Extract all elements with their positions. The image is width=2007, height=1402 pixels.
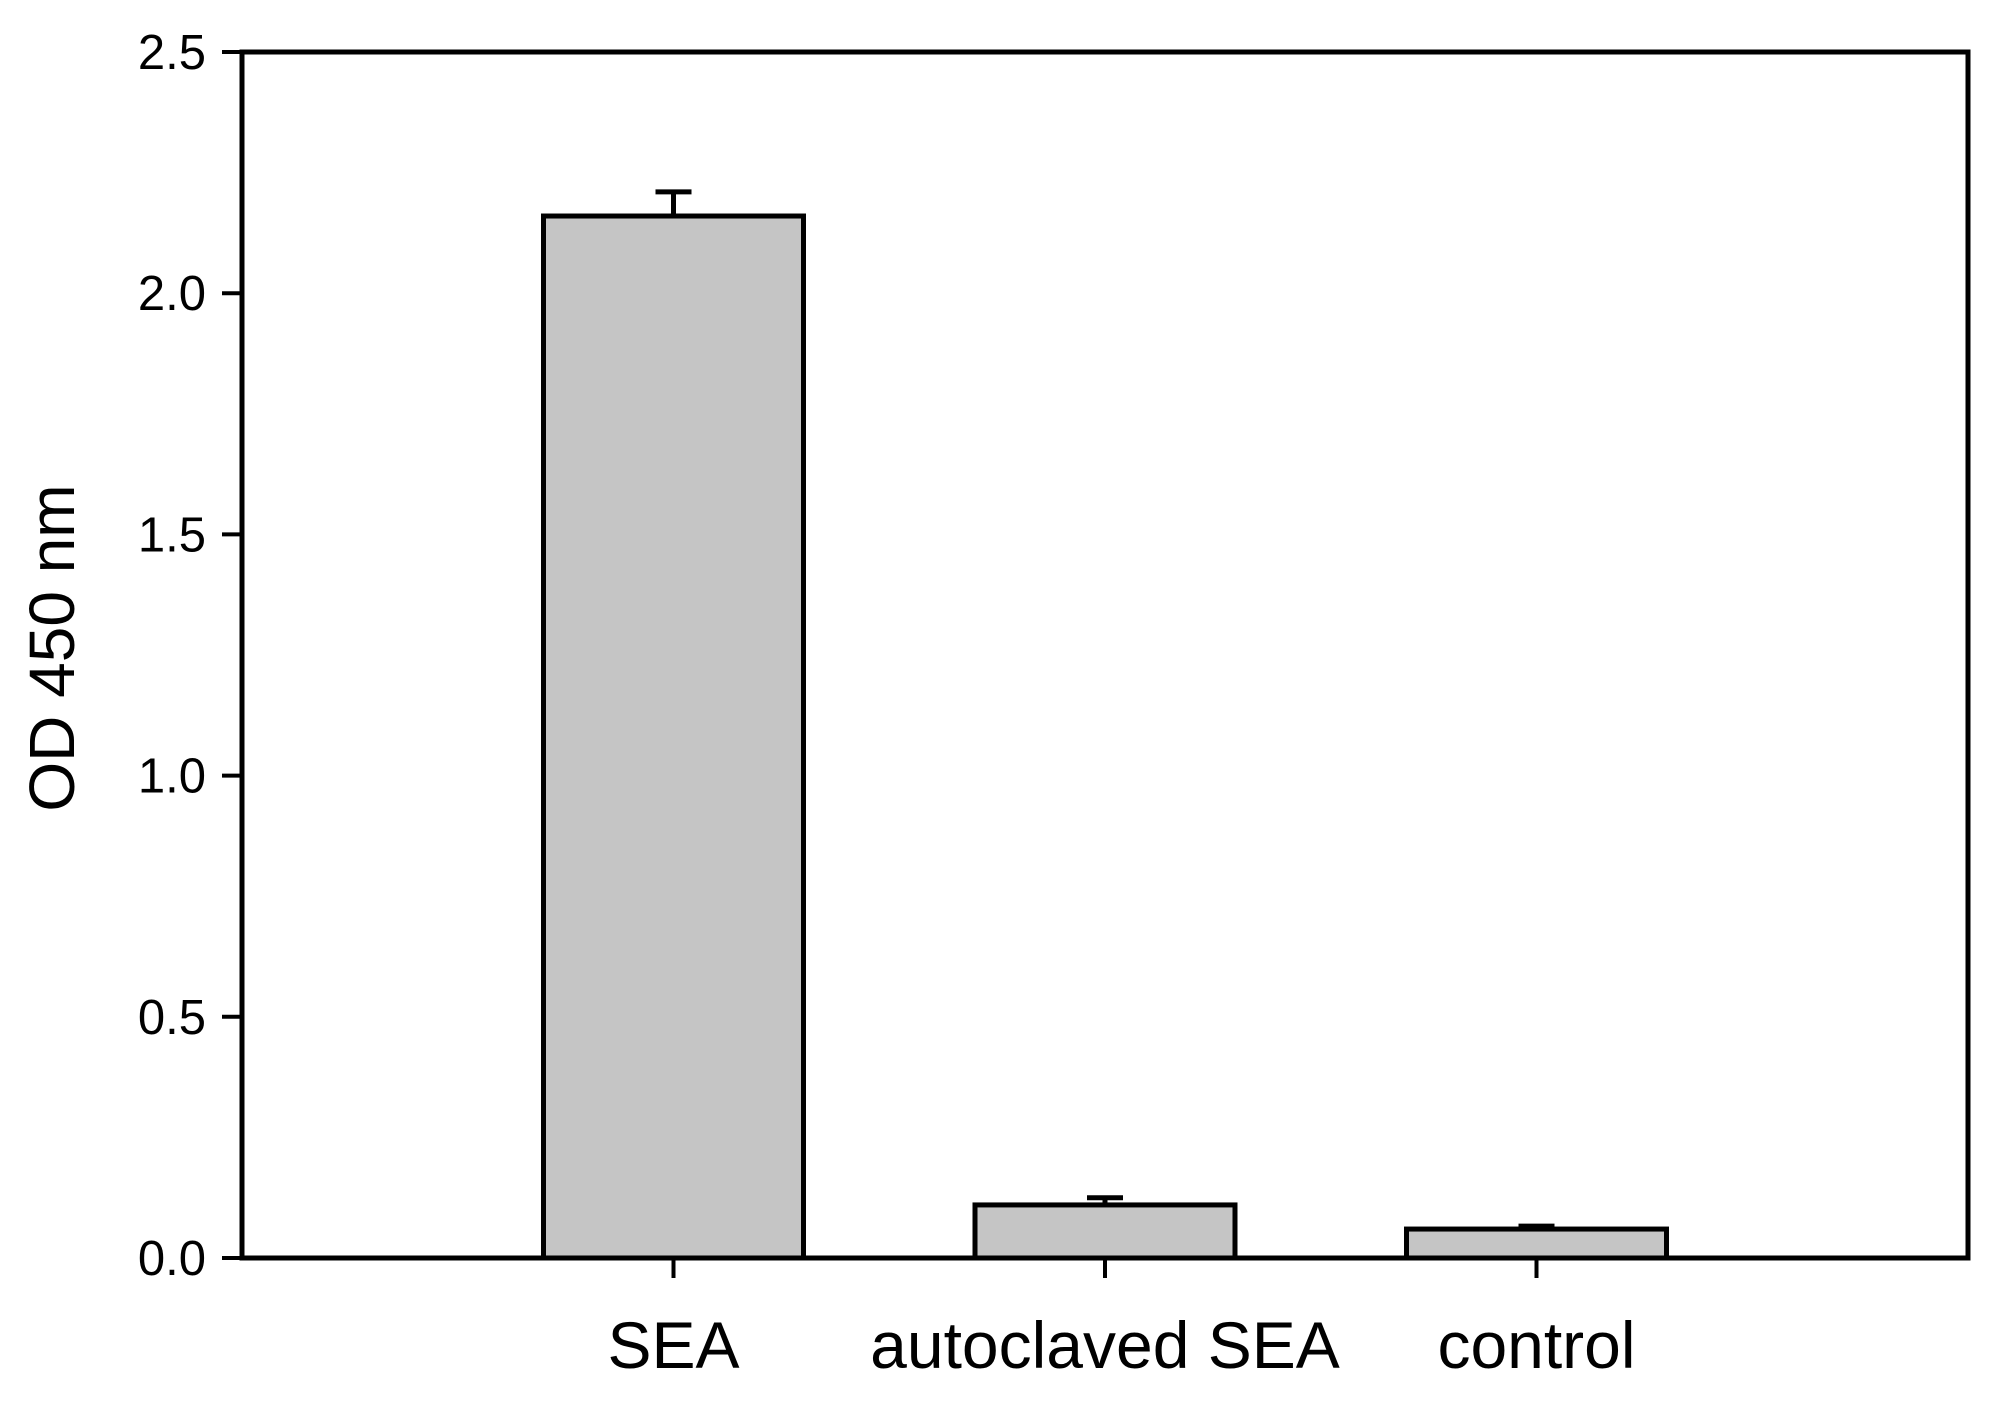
- x-category-label: control: [1437, 1308, 1635, 1382]
- y-axis-ticks-group: 0.0 0.5 1.0 1.5 2.0 2.5: [138, 26, 242, 1286]
- bars-group: [541, 213, 1669, 1261]
- y-tick-label: 1.0: [138, 750, 206, 804]
- y-tick-label: 1.5: [138, 508, 206, 562]
- y-tick-label: 2.0: [138, 267, 206, 321]
- x-category-label: autoclaved SEA: [870, 1308, 1340, 1382]
- y-axis-title: OD 450 nm: [16, 484, 88, 811]
- y-tick-label: 0.5: [138, 991, 206, 1045]
- plot-frame-group: [239, 49, 1971, 1261]
- x-axis-labels-group: SEA autoclaved SEA control: [607, 1308, 1635, 1382]
- bar: [972, 1202, 1238, 1261]
- bar: [541, 213, 806, 1261]
- x-category-label: SEA: [607, 1308, 739, 1382]
- y-tick-label: 2.5: [138, 26, 206, 80]
- bar: [1404, 1226, 1669, 1261]
- y-tick-label: 0.0: [138, 1232, 206, 1286]
- plot-frame: [239, 49, 1971, 1261]
- x-axis-ticks-group: [671, 1258, 1539, 1278]
- error-bars-group: [655, 189, 1555, 1230]
